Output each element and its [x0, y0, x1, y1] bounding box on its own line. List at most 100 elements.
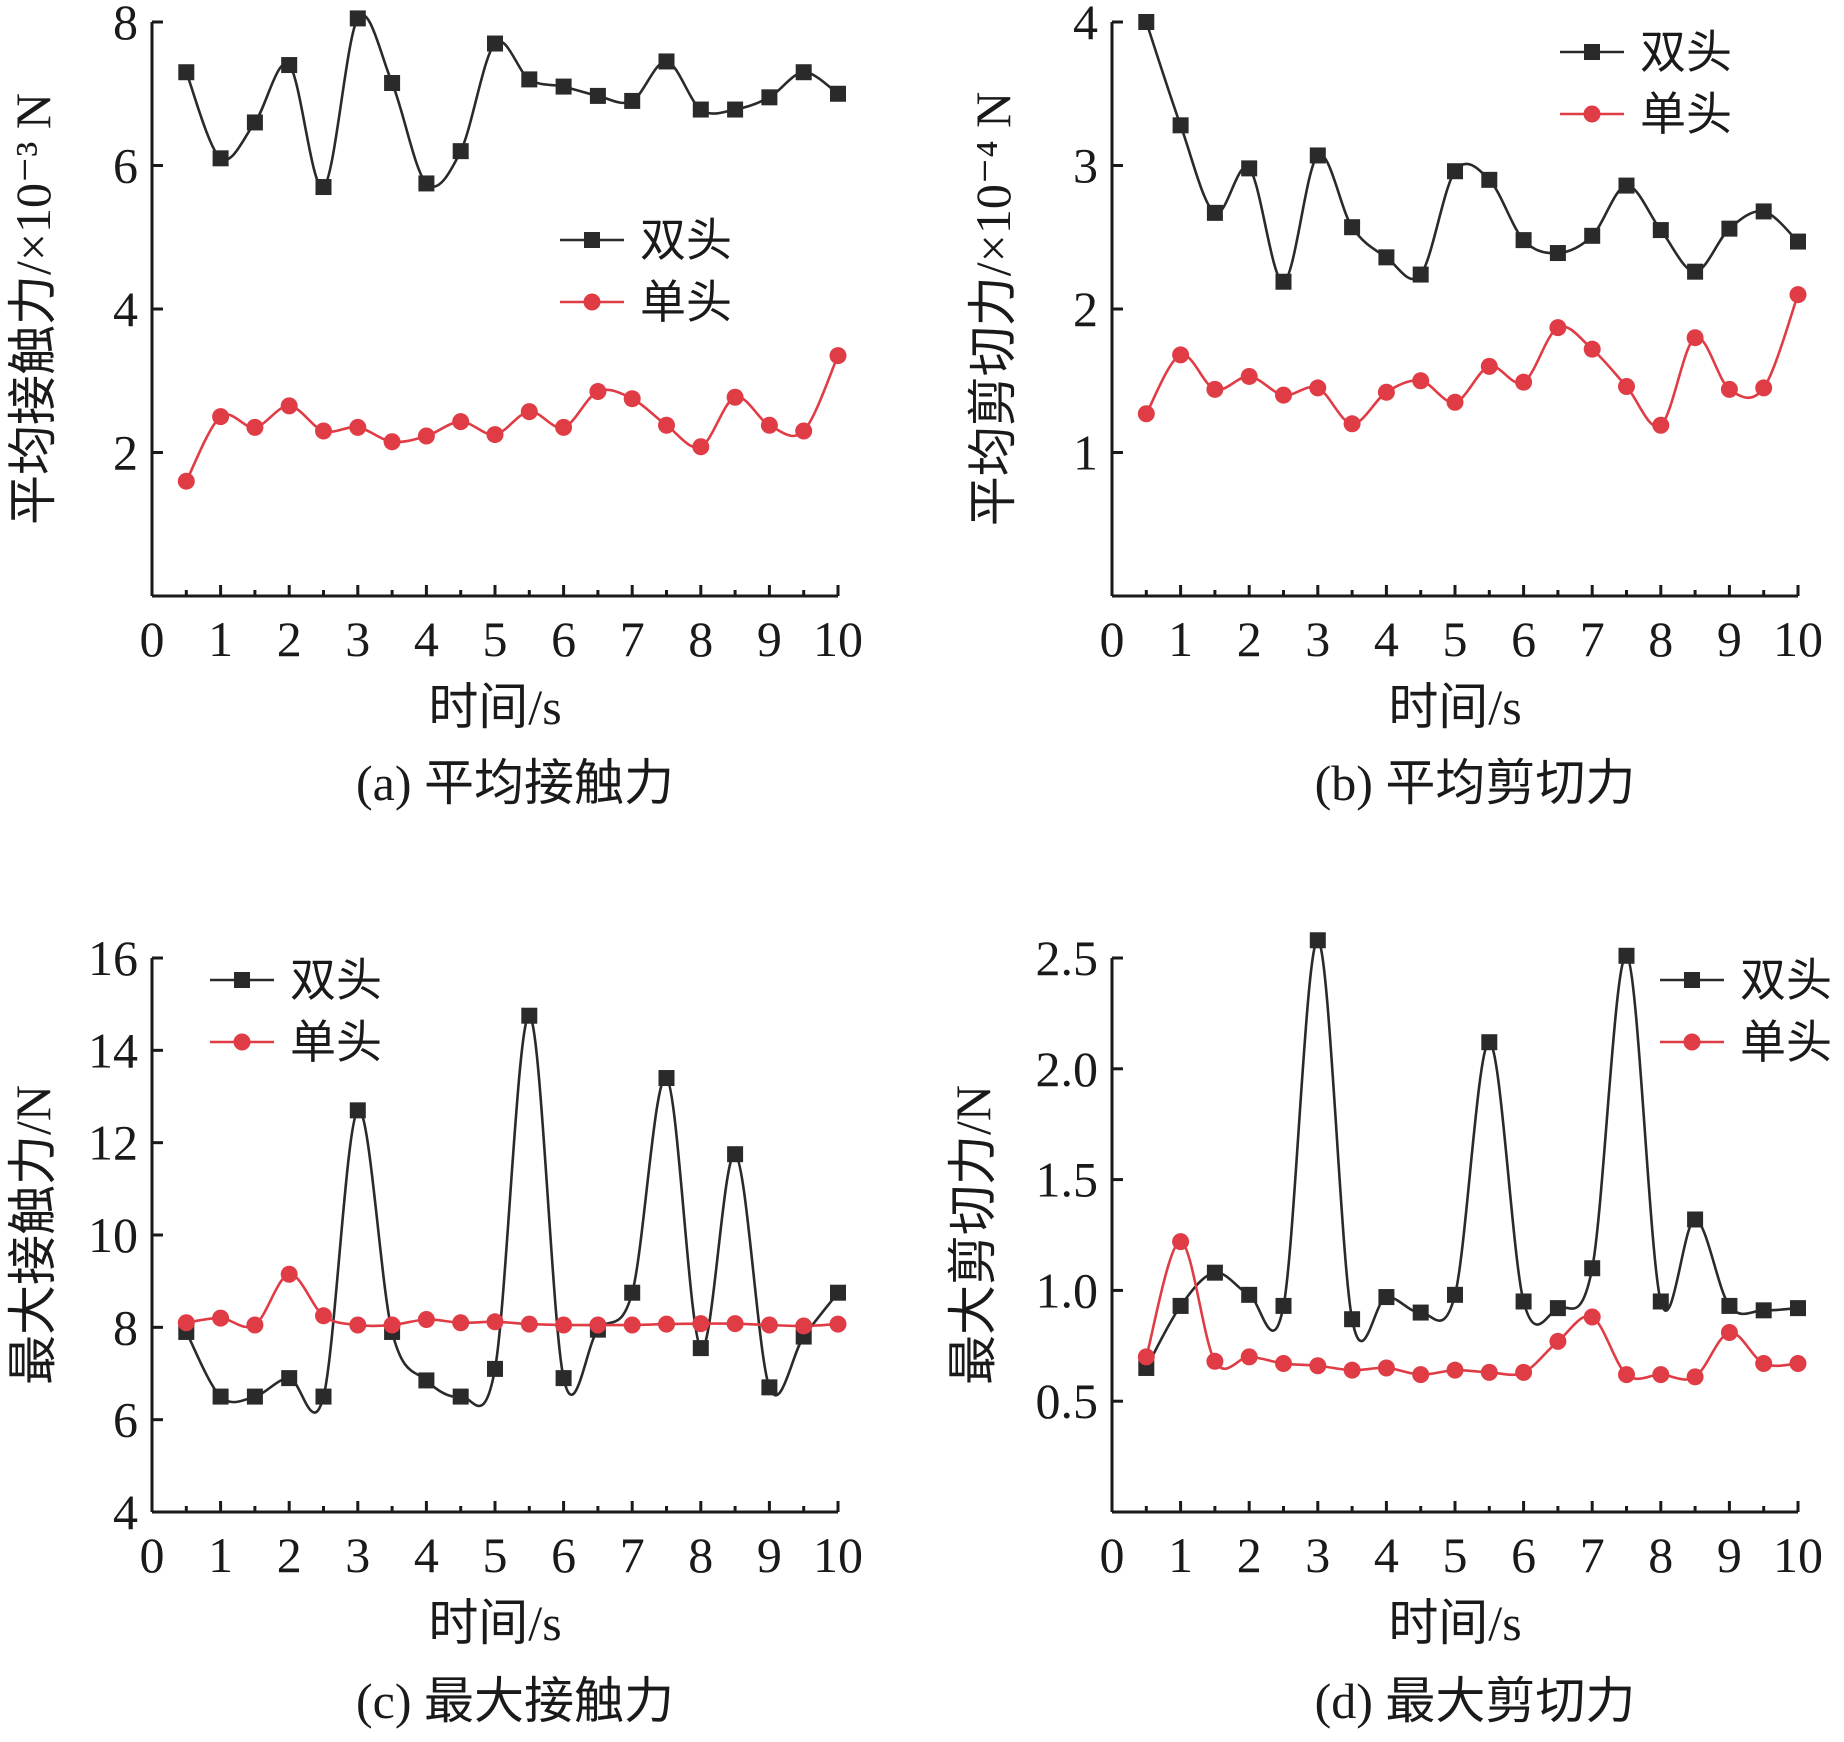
x-tick-label: 0	[1100, 611, 1125, 667]
data-point-double	[178, 64, 195, 81]
x-tick-label: 3	[1305, 611, 1330, 667]
data-point-single	[795, 1317, 813, 1335]
data-point-double	[281, 57, 298, 74]
data-point-single	[1515, 373, 1533, 391]
x-tick-label: 8	[688, 611, 713, 667]
legend-marker	[584, 232, 600, 248]
data-point-double	[1206, 204, 1223, 221]
x-tick-label: 3	[1305, 1527, 1330, 1583]
data-point-double	[692, 101, 709, 118]
data-point-double	[830, 1284, 846, 1301]
data-point-single	[1789, 1355, 1807, 1373]
data-point-single	[280, 1265, 298, 1283]
x-tick-label: 8	[1648, 1527, 1673, 1583]
data-point-single	[1412, 1366, 1430, 1384]
data-point-single	[1172, 346, 1190, 364]
data-point-single	[726, 1315, 744, 1333]
legend-label: 单头	[1640, 89, 1732, 140]
data-point-single	[1686, 329, 1704, 347]
x-tick-label: 9	[757, 1527, 782, 1583]
data-point-double	[1412, 266, 1429, 283]
data-point-single	[486, 1313, 504, 1331]
y-tick-label: 12	[88, 1115, 138, 1171]
data-point-double	[1687, 1211, 1704, 1228]
data-point-single	[1377, 383, 1395, 401]
data-point-single	[726, 388, 744, 406]
legend-label: 双头	[1640, 27, 1732, 78]
data-point-double	[452, 1388, 469, 1405]
y-axis-label: 最大接触力/N	[5, 1085, 61, 1385]
data-point-single	[1720, 380, 1738, 398]
legend-label: 单头	[290, 1017, 382, 1068]
data-point-double	[1241, 160, 1258, 177]
x-tick-label: 0	[140, 1527, 165, 1583]
x-tick-label: 7	[1580, 611, 1605, 667]
data-point-single	[452, 1314, 470, 1332]
data-point-double	[246, 114, 263, 131]
data-point-double	[1378, 1289, 1395, 1306]
data-point-single	[760, 1316, 778, 1334]
data-point-double	[1721, 1297, 1738, 1314]
data-point-double	[727, 1146, 744, 1163]
data-point-single	[1686, 1368, 1704, 1386]
data-point-single	[1480, 1363, 1498, 1381]
data-point-single	[658, 416, 675, 434]
data-point-single	[1618, 1366, 1635, 1384]
y-tick-label: 1.0	[1036, 1262, 1099, 1318]
legend-marker	[1684, 972, 1700, 988]
data-point-single	[246, 418, 264, 436]
data-point-double	[1344, 1311, 1361, 1328]
data-point-double	[1755, 203, 1772, 220]
x-tick-label: 1	[208, 1527, 233, 1583]
x-tick-label: 10	[813, 1527, 863, 1583]
data-point-double	[1172, 1297, 1189, 1314]
data-point-single	[555, 418, 573, 436]
data-point-single	[829, 347, 847, 365]
x-tick-label: 10	[1773, 611, 1823, 667]
x-axis-label: 时间/s	[1388, 1595, 1521, 1651]
x-tick-label: 6	[551, 611, 576, 667]
data-point-single	[1343, 415, 1361, 433]
y-tick-label: 2	[113, 425, 138, 481]
data-point-double	[1481, 1034, 1498, 1051]
x-axis-label: 时间/s	[1388, 679, 1521, 735]
x-tick-label: 4	[414, 611, 439, 667]
x-tick-label: 2	[277, 611, 302, 667]
data-point-double	[658, 53, 675, 70]
data-point-single	[315, 1307, 332, 1325]
data-point-single	[280, 397, 298, 415]
data-point-double	[1549, 245, 1566, 262]
y-tick-label: 2.5	[1036, 930, 1099, 986]
x-axis-label: 时间/s	[428, 679, 561, 735]
data-point-double	[830, 85, 846, 102]
legend-marker	[1584, 44, 1600, 60]
series-line-single	[185, 355, 840, 482]
chart-caption: (a) 平均接触力	[356, 755, 674, 811]
x-tick-label: 8	[688, 1527, 713, 1583]
data-point-single	[1515, 1363, 1533, 1381]
data-point-single	[1446, 393, 1464, 411]
data-point-double	[1309, 147, 1326, 164]
chart-panel-d: 0 1 2 3 4 5 6 7 8 9 10 0.5 1.0 1.5 2.0 2.5 时间/s 最大剪切力/N (d…	[945, 930, 1832, 1729]
x-tick-label: 4	[1374, 1527, 1399, 1583]
chart-caption: (c) 最大接触力	[356, 1673, 674, 1729]
legend-marker	[583, 293, 601, 311]
data-point-single	[212, 408, 230, 426]
x-tick-label: 2	[1237, 611, 1262, 667]
data-point-double	[1241, 1286, 1258, 1303]
y-tick-label: 16	[88, 930, 138, 986]
data-point-single	[589, 1316, 607, 1334]
data-point-double	[1515, 1293, 1532, 1310]
data-point-single	[212, 1309, 230, 1327]
y-tick-label: 3	[1073, 138, 1098, 194]
x-tick-label: 10	[1773, 1527, 1823, 1583]
data-point-single	[1652, 416, 1670, 434]
x-tick-label: 7	[620, 611, 645, 667]
data-point-single	[1755, 379, 1773, 397]
data-point-single	[417, 427, 435, 445]
y-tick-label: 2.0	[1036, 1041, 1099, 1097]
legend-marker	[234, 972, 250, 988]
